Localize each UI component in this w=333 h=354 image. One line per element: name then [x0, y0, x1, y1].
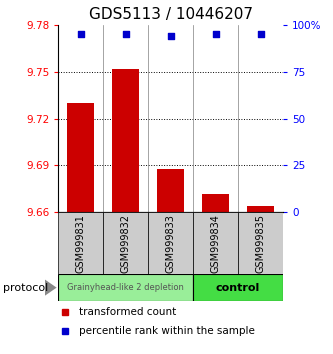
Title: GDS5113 / 10446207: GDS5113 / 10446207 [89, 7, 253, 22]
Text: Grainyhead-like 2 depletion: Grainyhead-like 2 depletion [67, 283, 184, 292]
Bar [247, 206, 274, 212]
Bar [67, 103, 94, 212]
Point [168, 33, 173, 39]
Polygon shape [45, 280, 57, 296]
Bar [157, 169, 184, 212]
Point [78, 31, 83, 37]
Point [213, 31, 218, 37]
Text: percentile rank within the sample: percentile rank within the sample [79, 326, 254, 336]
Point [258, 31, 263, 37]
Bar [58, 212, 103, 274]
Bar [193, 274, 283, 301]
Bar [193, 212, 238, 274]
Text: transformed count: transformed count [79, 307, 176, 317]
Bar [58, 274, 193, 301]
Bar [148, 212, 193, 274]
Text: protocol: protocol [3, 282, 49, 293]
Point [123, 31, 129, 37]
Bar [112, 69, 139, 212]
Bar [202, 194, 229, 212]
Text: GSM999832: GSM999832 [121, 214, 131, 273]
Text: GSM999835: GSM999835 [255, 214, 266, 273]
Text: GSM999831: GSM999831 [76, 214, 86, 273]
Bar [238, 212, 283, 274]
Text: control: control [216, 282, 260, 293]
Text: GSM999834: GSM999834 [210, 214, 221, 273]
Text: GSM999833: GSM999833 [166, 214, 176, 273]
Bar [103, 212, 148, 274]
